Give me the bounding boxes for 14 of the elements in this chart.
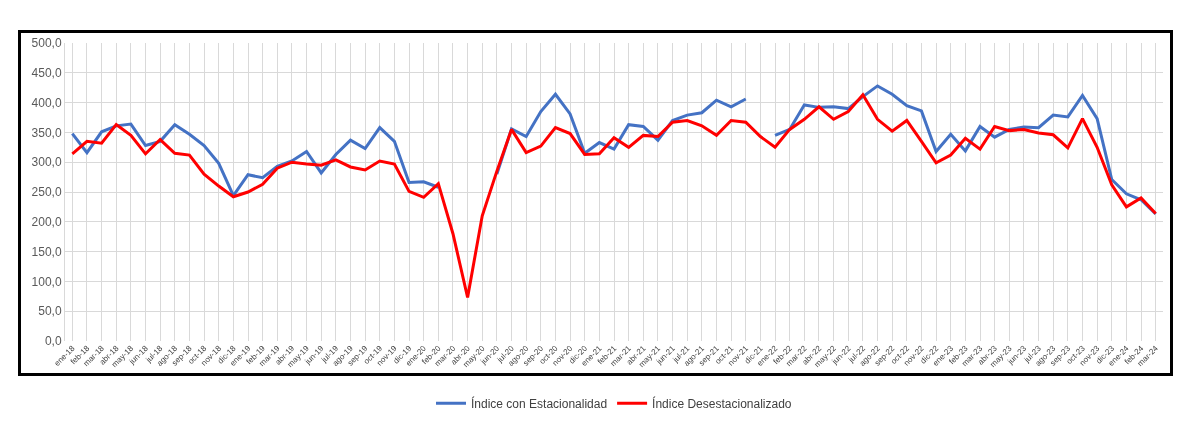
y-tick-label: 0,0 — [44, 334, 62, 349]
legend-label: Índice con Estacionalidad — [471, 395, 608, 411]
y-tick-label: 350,0 — [31, 125, 62, 140]
y-tick-label: 300,0 — [31, 155, 62, 170]
y-tick-label: 250,0 — [31, 185, 62, 200]
y-tick-label: 150,0 — [31, 244, 62, 259]
y-tick-label: 450,0 — [31, 66, 62, 80]
legend-label: Índice Desestacionalizado — [652, 395, 792, 411]
line-series — [70, 93, 1158, 299]
y-tick-label: 400,0 — [31, 95, 62, 110]
y-tick-label: 200,0 — [31, 215, 62, 229]
y-tick-label: 100,0 — [31, 274, 62, 289]
y-tick-label: 500,0 — [31, 36, 62, 51]
y-tick-label: 50,0 — [38, 304, 62, 319]
